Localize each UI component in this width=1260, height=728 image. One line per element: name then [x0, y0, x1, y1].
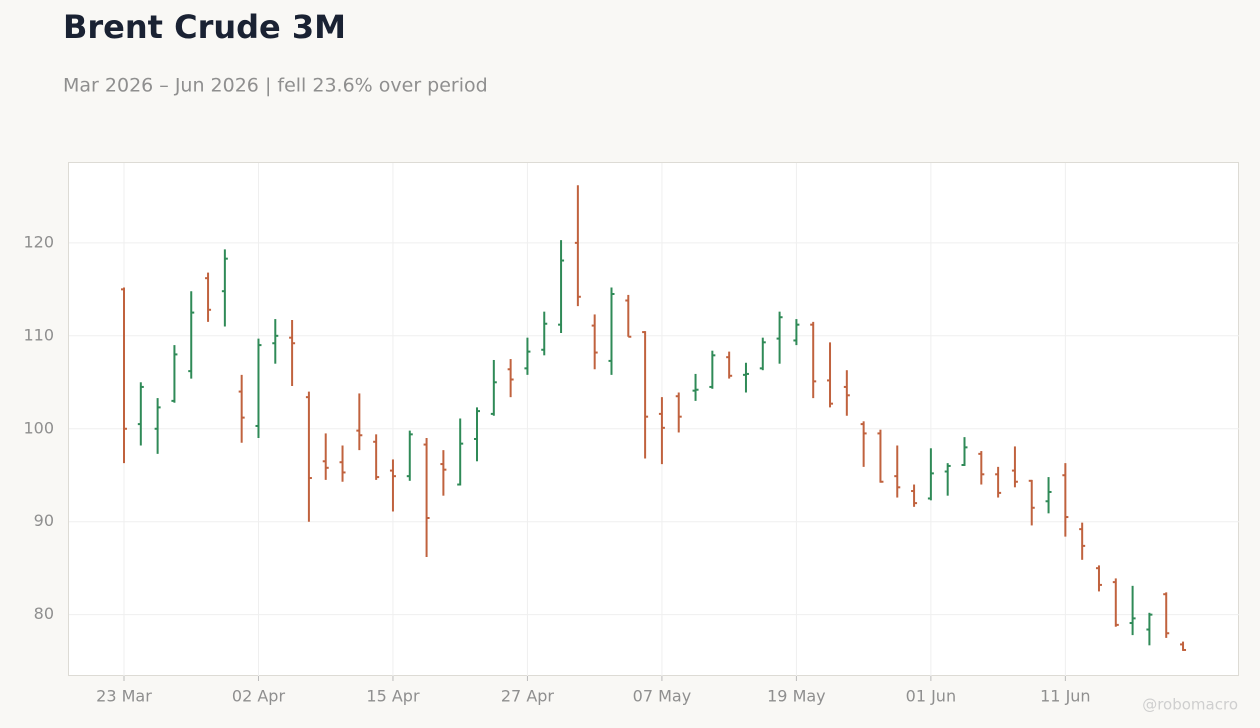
y-tick-label: 110 — [23, 325, 54, 344]
y-tick-label: 80 — [34, 604, 54, 623]
y-tick-label: 120 — [23, 232, 54, 251]
x-tick-label: 01 Jun — [906, 687, 956, 706]
chart-subtitle: Mar 2026 – Jun 2026 | fell 23.6% over pe… — [63, 75, 488, 97]
x-tick-label: 19 May — [767, 687, 826, 706]
x-tick-label: 15 Apr — [366, 687, 420, 706]
chart-title: Brent Crude 3M — [63, 8, 346, 46]
watermark: @robomacro — [1142, 696, 1238, 714]
y-tick-label: 100 — [23, 418, 54, 437]
x-tick-label: 02 Apr — [232, 687, 286, 706]
plot-area — [68, 162, 1239, 676]
y-tick-label: 90 — [34, 511, 54, 530]
x-tick-label: 23 Mar — [96, 687, 152, 706]
x-tick-label: 07 May — [633, 687, 692, 706]
x-tick-label: 11 Jun — [1040, 687, 1090, 706]
x-tick-label: 27 Apr — [501, 687, 555, 706]
